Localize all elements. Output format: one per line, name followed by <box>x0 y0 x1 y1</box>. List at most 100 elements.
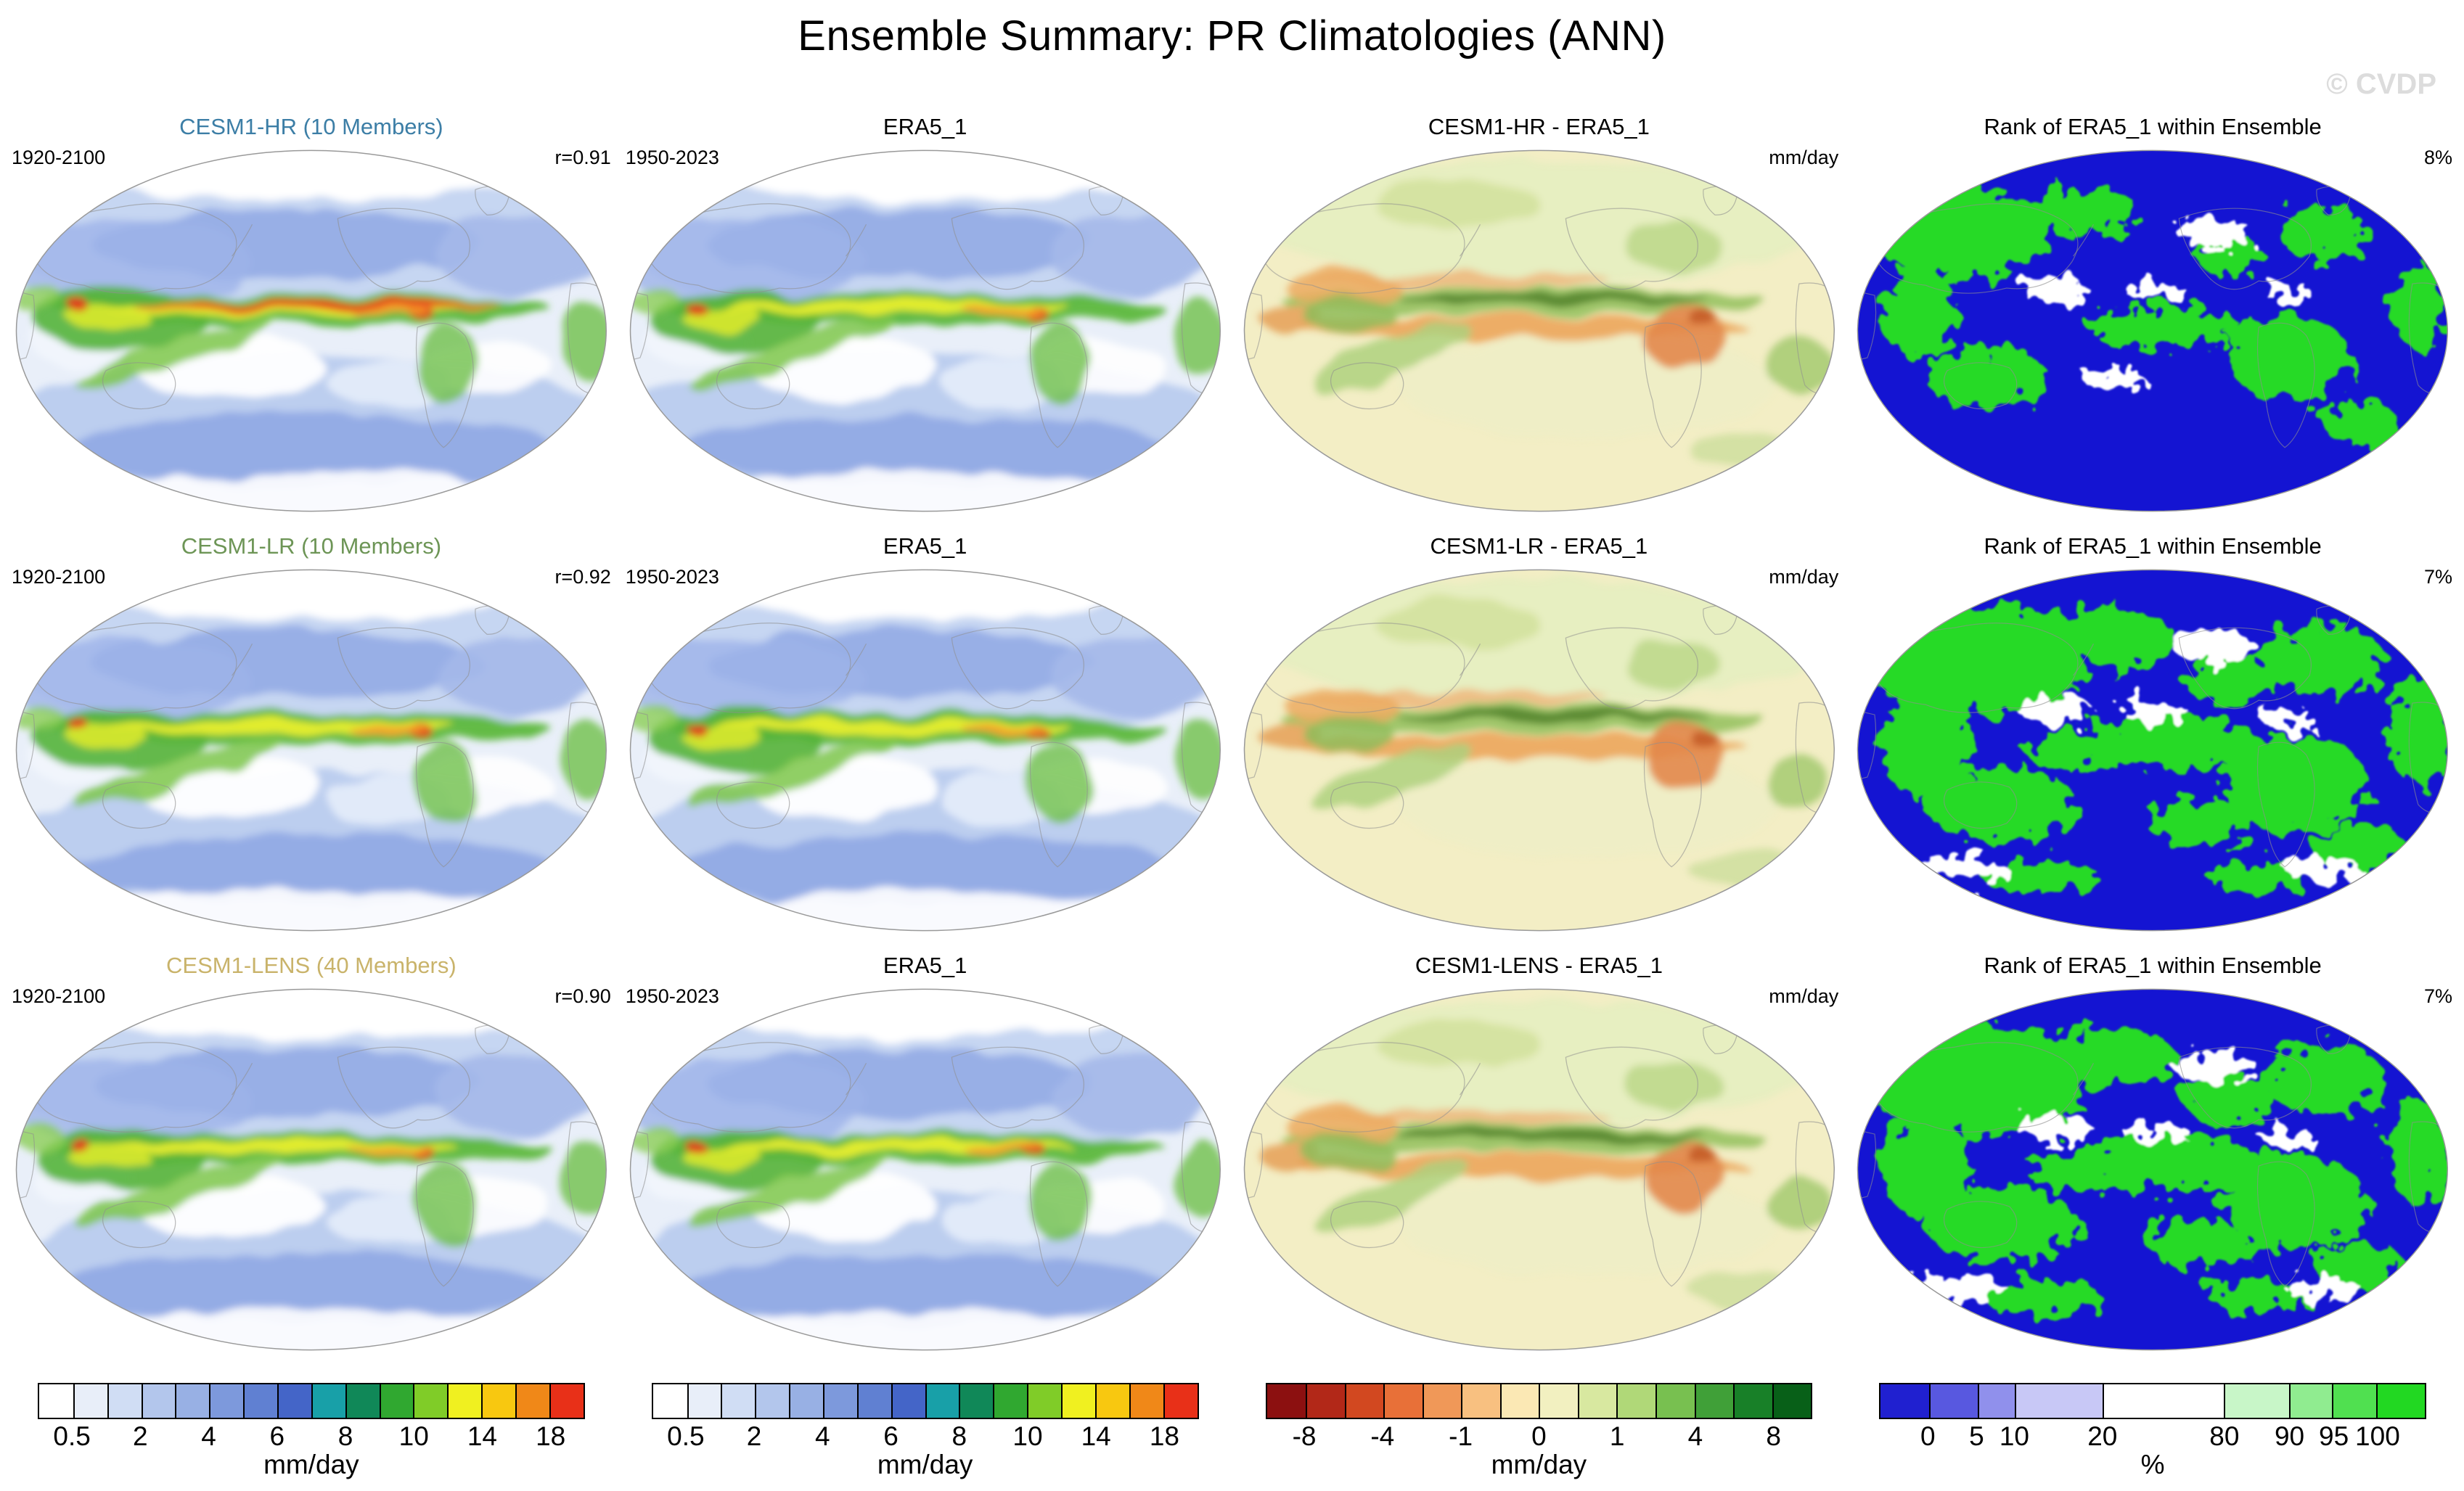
colorbar-segment <box>1694 1384 1734 1418</box>
map-area: 8% <box>1853 144 2452 518</box>
period-annotation: 1920-2100 <box>12 566 106 588</box>
coastlines <box>16 1024 607 1287</box>
panel-title: ERA5_1 <box>883 953 967 978</box>
colorbar-tick-label: 90 <box>2274 1421 2305 1451</box>
colorbar-segment <box>856 1384 891 1418</box>
panel-title: CESM1-HR - ERA5_1 <box>1428 114 1650 139</box>
map-area: 7% <box>1853 563 2452 937</box>
stat-annotation: r=0.92 <box>554 566 611 588</box>
colorbar-tick-label: 2 <box>133 1421 148 1451</box>
colorbar-segment <box>1655 1384 1695 1418</box>
colorbar-tick-label: 8 <box>337 1421 353 1451</box>
coastlines <box>630 605 1221 868</box>
colorbar-segment <box>993 1384 1028 1418</box>
precip-world-map <box>629 988 1221 1351</box>
colorbar-tick-label: 0 <box>1920 1421 1936 1451</box>
stat-annotation: mm/day <box>1769 566 1839 588</box>
colorbar-segment <box>1163 1384 1198 1418</box>
colorbar-tick-label: 80 <box>2209 1421 2240 1451</box>
colorbar-segment <box>481 1384 516 1418</box>
colorbar-swatches <box>38 1383 585 1419</box>
colorbar-segment <box>2103 1384 2224 1418</box>
colorbar-segment <box>1266 1384 1306 1418</box>
colorbar-segment <box>1094 1384 1129 1418</box>
colorbar-segment <box>2224 1384 2289 1418</box>
colorbar-segment <box>1027 1384 1062 1418</box>
colorbar-tick-label: 2 <box>746 1421 762 1451</box>
colorbar-swatches <box>1879 1383 2426 1419</box>
colorbar-segment <box>1880 1384 1929 1418</box>
colorbar-segment <box>175 1384 210 1418</box>
colorbar-segment <box>345 1384 380 1418</box>
colorbar-segment <box>2376 1384 2425 1418</box>
panel-title: CESM1-HR (10 Members) <box>179 114 443 139</box>
map-area: 1950-2023 <box>626 563 1225 937</box>
colorbar-segment <box>1733 1384 1772 1418</box>
colorbar-tick-labels: 0.5 2 4 6 8 10 14 18 <box>38 1419 585 1454</box>
precip-world-map <box>15 988 607 1351</box>
map-panel: CESM1-LENS - ERA5_1 mm/day <box>1232 949 1846 1368</box>
colorbar-tick-label: 4 <box>815 1421 830 1451</box>
colorbar-tick-label: 0.5 <box>667 1421 705 1451</box>
colorbar-tick-label: -8 <box>1292 1421 1317 1451</box>
coastlines <box>1857 1024 2448 1287</box>
colorbar-tick-label: 4 <box>1687 1421 1703 1451</box>
map-panel: CESM1-LR - ERA5_1 mm/day <box>1232 530 1846 949</box>
colorbar-segment <box>311 1384 345 1418</box>
colorbar-tick-label: 0 <box>1531 1421 1547 1451</box>
period-annotation: 1920-2100 <box>12 985 106 1007</box>
map-area: 1920-2100 r=0.92 <box>12 563 611 937</box>
map-area: 1920-2100 r=0.90 <box>12 982 611 1357</box>
coastlines <box>1857 605 2448 868</box>
colorbar-segment <box>73 1384 107 1418</box>
map-panel: ERA5_1 1950-2023 <box>618 110 1232 530</box>
map-area: mm/day <box>1240 563 1839 937</box>
map-panel: CESM1-HR - ERA5_1 mm/day <box>1232 110 1846 530</box>
colorbar-tick-label: 1 <box>1609 1421 1625 1451</box>
colorbar-tick-labels: 0.5 2 4 6 8 10 14 18 <box>652 1419 1199 1454</box>
colorbar-unit-label: mm/day <box>1491 1450 1587 1479</box>
colorbar-tick-label: 14 <box>1081 1421 1111 1451</box>
panel-title: ERA5_1 <box>883 114 967 139</box>
colorbar-segment <box>277 1384 311 1418</box>
colorbar-tick-label: 4 <box>201 1421 216 1451</box>
diff-world-map <box>1243 149 1835 512</box>
colorbar-segment <box>413 1384 448 1418</box>
panel-grid: CESM1-HR (10 Members) 1920-2100 r=0.91 ERA5… <box>4 110 2460 1368</box>
stat-annotation: 8% <box>2423 147 2452 168</box>
colorbar-unit-label: mm/day <box>877 1450 973 1479</box>
rank-world-map <box>1857 149 2449 512</box>
period-annotation: 1950-2023 <box>625 985 719 1007</box>
colorbar-segment <box>891 1384 925 1418</box>
colorbar-segment <box>652 1384 687 1418</box>
map-area: mm/day <box>1240 982 1838 1357</box>
colorbar-segment <box>549 1384 584 1418</box>
colorbar-unit-label: mm/day <box>263 1450 359 1479</box>
map-row: CESM1-LENS (40 Members) 1920-2100 r=0.90 ER… <box>4 949 2460 1368</box>
colorbar-segment <box>2332 1384 2377 1418</box>
colorbar-tick-labels: 0 5 10 20 80 90 95 100 <box>1879 1419 2426 1454</box>
colorbar-segment <box>823 1384 857 1418</box>
rank-world-map <box>1857 988 2449 1351</box>
diff-world-map <box>1243 569 1835 932</box>
map-area: mm/day <box>1240 144 1838 518</box>
colorbar-segment <box>447 1384 482 1418</box>
colorbar-tick-label: 5 <box>1969 1421 1984 1451</box>
stat-annotation: r=0.90 <box>554 985 611 1007</box>
colorbar-tick-label: -4 <box>1370 1421 1395 1451</box>
map-panel: Rank of ERA5_1 within Ensemble 7% <box>1846 949 2460 1368</box>
colorbar-tick-labels: -8 -4 -1 0 1 4 8 <box>1266 1419 1813 1454</box>
stat-annotation: 7% <box>2423 985 2452 1007</box>
figure-title: Ensemble Summary: PR Climatologies (ANN) <box>798 12 1666 59</box>
colorbar-segment <box>1577 1384 1617 1418</box>
colorbar-segment <box>1129 1384 1163 1418</box>
colorbar-segment <box>515 1384 549 1418</box>
colorbar-segment <box>379 1384 414 1418</box>
colorbar-tick-label: 6 <box>883 1421 899 1451</box>
colorbar: 0 5 10 20 80 90 95 100% <box>1846 1383 2460 1480</box>
panel-title: CESM1-LENS - ERA5_1 <box>1415 953 1663 978</box>
colorbar: 0.5 2 4 6 8 10 14 18 mm/day <box>618 1383 1232 1480</box>
colorbar-tick-label: 10 <box>398 1421 429 1451</box>
panel-title: CESM1-LR - ERA5_1 <box>1430 533 1648 559</box>
